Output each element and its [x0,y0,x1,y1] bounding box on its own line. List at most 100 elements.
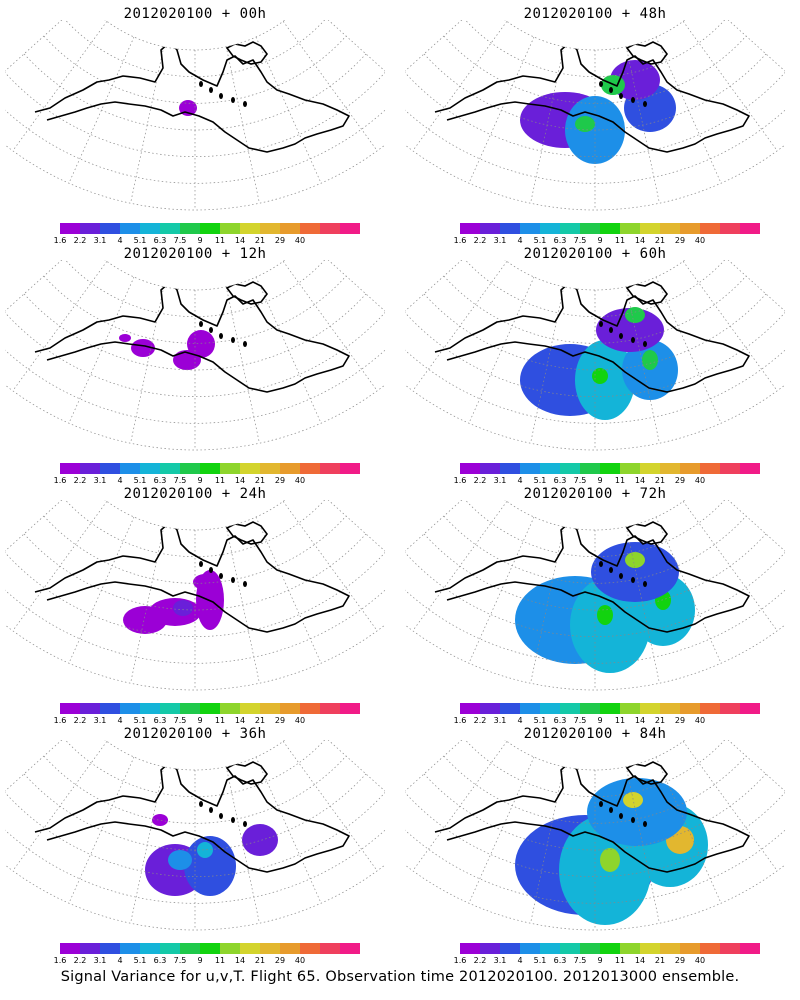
meridian-gridline [468,276,535,424]
arctic-islands [225,521,268,545]
colorbar-swatch [180,463,200,474]
colorbar-tick-label: 14 [634,716,646,725]
colorbar [460,463,760,474]
meridian-gridline [530,46,565,204]
colorbar-swatch [700,703,720,714]
panel-title: 2012020100 + 84h [523,726,667,742]
colorbar-tick-label: 29 [274,476,286,485]
variance-region [600,848,620,872]
panel-title: 2012020100 + 36h [123,726,267,742]
colorbar-tick-label: 11 [214,956,226,965]
colorbar-swatch [340,703,360,714]
colorbar-swatch [220,463,240,474]
colorbar-swatch [60,943,80,954]
meridian-gridline [12,741,108,872]
island [619,93,623,99]
colorbar-tick-label: 6.3 [153,716,167,725]
island [199,81,203,87]
colorbar-swatch [320,943,340,954]
colorbar-tick-label: 9 [597,476,603,485]
map-panel: 2012020100 + 48h 1.6 2.2 3.1 4 5.1 6.3 7.5 9 11 14… [400,0,790,245]
variance-region [193,574,217,590]
colorbar-swatch [740,463,760,474]
colorbar-swatch [500,703,520,714]
colorbar-swatch [540,703,560,714]
colorbar-tick-label: 5.1 [133,956,147,965]
polar-map [405,740,785,931]
panel-title: 2012020100 + 72h [523,486,667,502]
meridian-gridline [655,516,722,664]
colorbar-swatch [160,943,180,954]
map-boundary [405,260,785,451]
colorbar-tick-label: 6.3 [153,476,167,485]
polar-map [5,500,385,691]
meridian-gridline [468,756,535,904]
colorbar-tick-label: 14 [634,476,646,485]
colorbar-swatch [720,943,740,954]
island [231,577,235,583]
colorbar-tick-label: 1.6 [453,956,467,965]
map-panel: 2012020100 + 24h 1.6 2.2 3.1 4 5.1 6.3 7.5 9 11 14… [0,480,390,725]
map-boundary [5,740,385,931]
island [231,337,235,343]
latitude-gridline [63,260,327,317]
variance-region [592,368,608,384]
panel-title: 2012020100 + 48h [523,6,667,22]
colorbar-swatch [220,223,240,234]
colorbar-swatch [560,943,580,954]
colorbar-swatch [200,703,220,714]
colorbar-swatch [740,703,760,714]
meridian-gridline [130,46,165,204]
colorbar-swatch [320,703,340,714]
colorbar-swatch [260,943,280,954]
colorbar-swatch [60,703,80,714]
colorbar-swatch [540,223,560,234]
colorbar-tick-label: 40 [694,956,706,965]
meridian-gridline [655,756,722,904]
colorbar-swatch [480,703,500,714]
meridian-gridline [68,276,135,424]
colorbar-swatch [160,463,180,474]
meridian-gridline [625,46,660,204]
variance-region [596,308,664,352]
colorbar-swatch [640,223,660,234]
panel-title: 2012020100 + 12h [123,246,267,262]
colorbar-tick-label: 3.1 [493,716,507,725]
colorbar-swatch [320,223,340,234]
island [243,101,247,107]
colorbar-swatch [600,223,620,234]
meridian-gridline [682,741,778,872]
colorbar-tick-label: 21 [654,236,666,245]
colorbar-tick-label: 6.3 [553,236,567,245]
latitude-gridline [443,275,747,344]
variance-region [131,339,155,357]
colorbar-swatch [580,943,600,954]
latitude-gridline [23,533,367,611]
latitude-gridline [63,500,327,557]
colorbar-swatch [340,223,360,234]
island [631,97,635,103]
colorbar-swatch [600,463,620,474]
colorbar-swatch [200,943,220,954]
colorbar-tick-label: 2.2 [473,716,487,725]
latitude-gridline [43,275,347,344]
colorbar-swatch [660,943,680,954]
coastline [34,41,350,153]
colorbar-tick-label: 2.2 [473,236,487,245]
colorbar-tick-label: 5.1 [133,476,147,485]
colorbar-swatch [620,703,640,714]
meridian-gridline [255,276,322,424]
polar-map [405,500,785,691]
coastline [434,41,750,153]
colorbar-tick-label: 7.5 [173,716,187,725]
colorbar-tick-label: 5.1 [133,716,147,725]
island [219,813,223,819]
colorbar-tick-label: 1.6 [53,476,67,485]
latitude-gridline [63,740,327,797]
colorbar-swatch [720,703,740,714]
colorbar-swatch [620,223,640,234]
colorbar-swatch [100,223,120,234]
variance-region [197,842,213,858]
colorbar-tick-label: 14 [234,236,246,245]
variance-region [187,330,215,358]
